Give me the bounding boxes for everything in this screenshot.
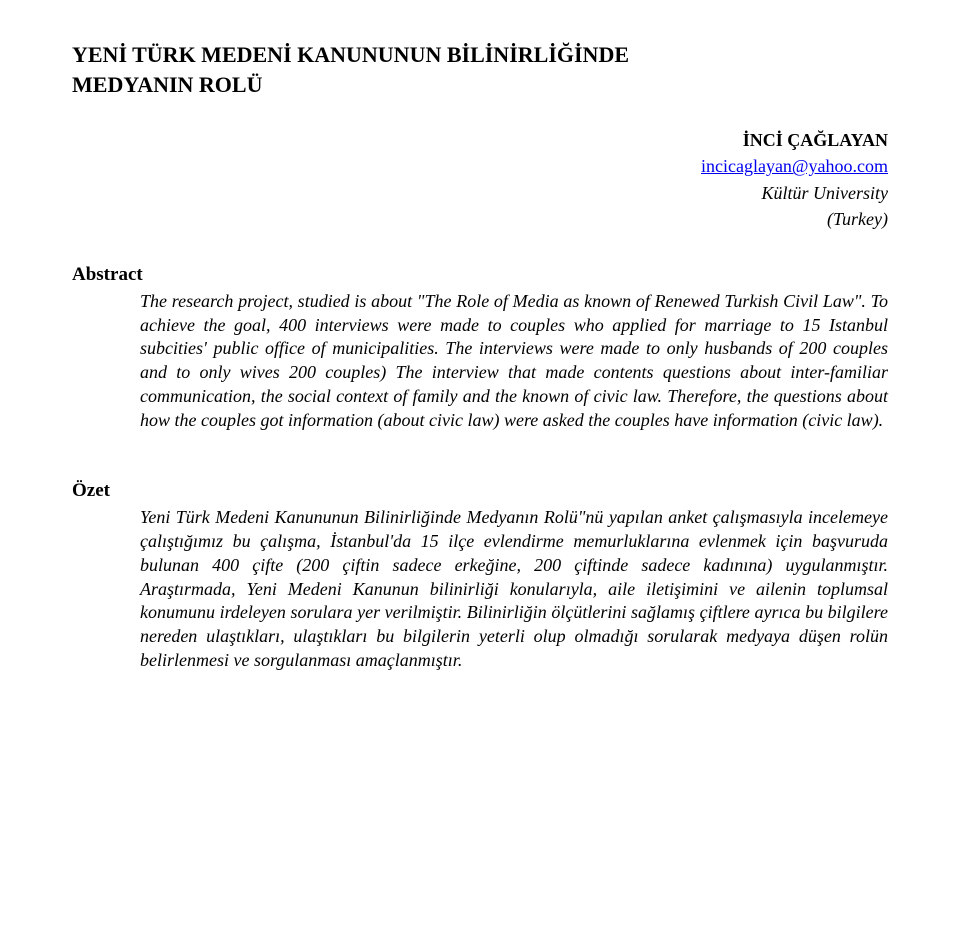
ozet-body: Yeni Türk Medeni Kanununun Bilinirliğind… [140, 506, 888, 672]
document-title: YENİ TÜRK MEDENİ KANUNUNUN BİLİNİRLİĞİND… [72, 40, 888, 99]
author-country: (Turkey) [72, 206, 888, 232]
abstract-body: The research project, studied is about "… [140, 290, 888, 433]
author-name: İNCİ ÇAĞLAYAN [72, 127, 888, 153]
author-affiliation: Kültür University [72, 180, 888, 206]
title-line-1: YENİ TÜRK MEDENİ KANUNUNUN BİLİNİRLİĞİND… [72, 42, 629, 67]
abstract-heading: Abstract [72, 264, 888, 286]
author-block: İNCİ ÇAĞLAYAN incicaglayan@yahoo.com Kül… [72, 127, 888, 231]
ozet-heading: Özet [72, 480, 888, 502]
title-line-2: MEDYANIN ROLÜ [72, 72, 262, 97]
author-email-link[interactable]: incicaglayan@yahoo.com [701, 156, 888, 176]
